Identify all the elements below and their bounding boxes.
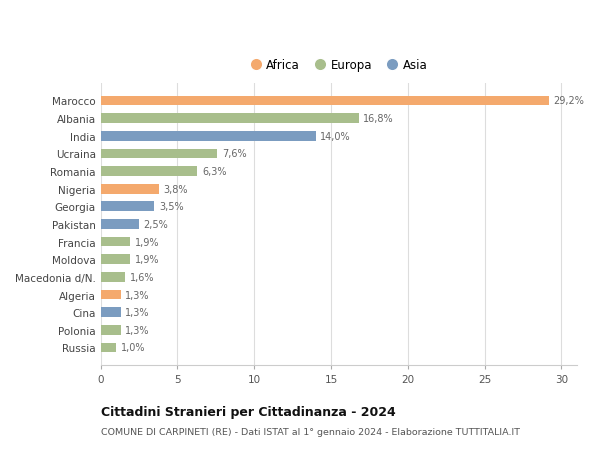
Bar — [101, 185, 159, 194]
Bar — [101, 325, 121, 335]
Text: 16,8%: 16,8% — [363, 114, 394, 124]
Text: 1,0%: 1,0% — [121, 343, 145, 353]
Bar — [101, 149, 217, 159]
Text: 1,3%: 1,3% — [125, 308, 150, 318]
Bar — [101, 237, 130, 247]
Bar — [101, 167, 197, 177]
Text: 3,8%: 3,8% — [164, 185, 188, 194]
Bar — [101, 290, 121, 300]
Text: 1,3%: 1,3% — [125, 325, 150, 335]
Bar — [101, 273, 125, 282]
Legend: Africa, Europa, Asia: Africa, Europa, Asia — [246, 56, 431, 76]
Text: COMUNE DI CARPINETI (RE) - Dati ISTAT al 1° gennaio 2024 - Elaborazione TUTTITAL: COMUNE DI CARPINETI (RE) - Dati ISTAT al… — [101, 427, 520, 436]
Text: Cittadini Stranieri per Cittadinanza - 2024: Cittadini Stranieri per Cittadinanza - 2… — [101, 405, 395, 419]
Bar — [101, 202, 154, 212]
Bar — [101, 132, 316, 141]
Text: 1,9%: 1,9% — [134, 237, 159, 247]
Bar — [101, 343, 116, 353]
Text: 2,5%: 2,5% — [144, 219, 169, 230]
Text: 6,3%: 6,3% — [202, 167, 227, 177]
Text: 1,6%: 1,6% — [130, 272, 154, 282]
Text: 1,9%: 1,9% — [134, 255, 159, 265]
Bar — [101, 220, 139, 230]
Bar — [101, 255, 130, 264]
Text: 14,0%: 14,0% — [320, 131, 351, 141]
Text: 29,2%: 29,2% — [554, 96, 584, 106]
Text: 7,6%: 7,6% — [222, 149, 247, 159]
Text: 1,3%: 1,3% — [125, 290, 150, 300]
Bar — [101, 114, 359, 124]
Bar — [101, 96, 549, 106]
Bar — [101, 308, 121, 317]
Text: 3,5%: 3,5% — [159, 202, 184, 212]
